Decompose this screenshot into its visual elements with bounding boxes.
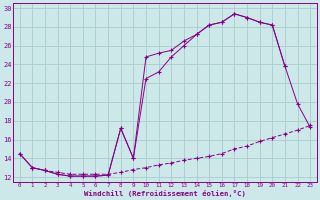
X-axis label: Windchill (Refroidissement éolien,°C): Windchill (Refroidissement éolien,°C) <box>84 190 246 197</box>
